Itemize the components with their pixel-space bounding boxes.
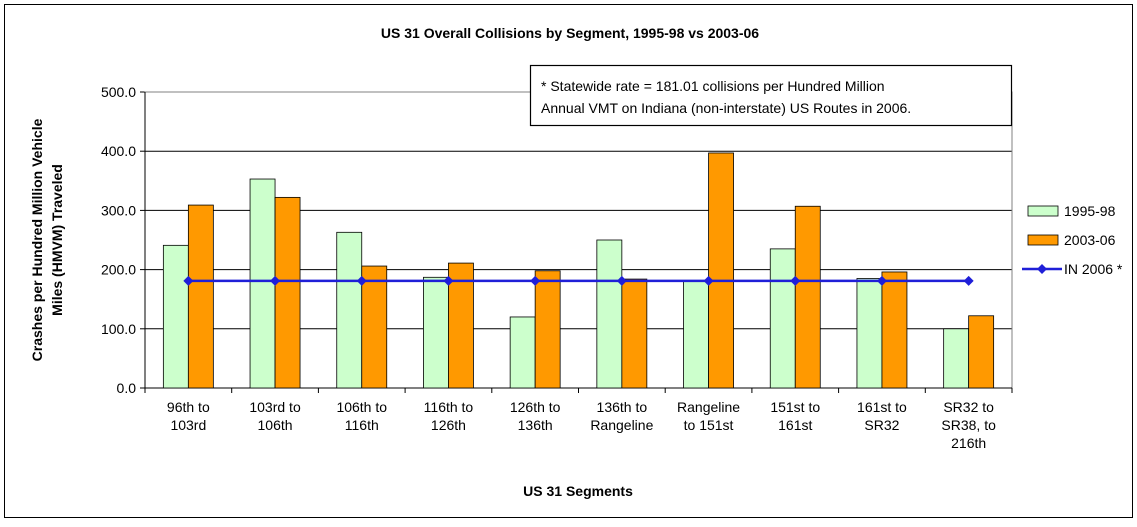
annotation-text: * Statewide rate = 181.01 collisions per… [541,78,885,94]
y-tick-label: 200.0 [101,262,136,278]
bar [448,262,474,389]
x-axis-label: US 31 Segments [523,483,633,499]
bar [683,281,709,389]
y-tick-label: 100.0 [101,321,136,337]
bar [361,265,388,389]
marker [703,275,714,286]
x-tick-label: 136th [518,417,553,433]
bar [856,278,883,389]
x-tick-label: to 151st [684,417,734,433]
marker [443,275,454,286]
bar [162,244,189,389]
x-tick-label: SR38, to [941,417,996,433]
marker [963,275,974,286]
x-tick-label: 116th to [424,399,474,415]
x-tick-label: 136th to [597,399,648,415]
marker [876,275,887,286]
bar [534,270,561,389]
x-tick-label: 216th [951,435,986,451]
x-tick-label: 103rd to [249,399,301,415]
annotation-text: Annual VMT on Indiana (non-interstate) U… [541,100,911,116]
bar [621,278,648,389]
legend-label: 1995-98 [1064,203,1116,219]
x-tick-label: 106th [258,417,293,433]
bar [968,315,995,389]
bar [187,204,214,389]
x-tick-label: 126th [431,417,466,433]
bar [596,239,623,389]
legend-marker [1037,264,1047,274]
x-tick-label: Rangeline [677,399,740,415]
marker [616,275,627,286]
x-tick-label: 96th to [167,399,210,415]
x-tick-label: 103rd [170,417,206,433]
y-tick-label: 500.0 [101,84,136,100]
x-tick-label: 106th to [336,399,387,415]
legend-label: 2003-06 [1064,232,1116,248]
y-axis-label: Crashes per Hundred Million Vehicle Miles… [29,118,65,361]
chart-title: US 31 Overall Collisions by Segment, 199… [381,25,759,41]
x-tick-label: SR32 to [943,399,994,415]
x-tick-label: Rangeline [590,417,653,433]
bar [708,152,734,389]
bar [794,205,821,389]
x-tick-label: 116th [345,417,379,433]
marker [183,275,194,286]
x-tick-label: 151st to [770,399,820,415]
bar [769,248,796,389]
y-tick-label: 400.0 [101,143,136,159]
marker [356,275,367,286]
legend-label: IN 2006 * [1064,261,1123,277]
y-tick-label: 0.0 [117,380,137,396]
x-tick-label: 161st [778,417,812,433]
legend-swatch [1027,205,1059,217]
x-tick-label: SR32 [864,417,899,433]
bar [336,231,363,389]
y-axis-label-line: Miles (HMVM) Traveled [49,164,65,316]
x-tick-label: 161st to [857,399,907,415]
y-axis-label-line: Crashes per Hundred Million Vehicle [29,118,45,361]
bar [249,178,276,389]
bar [509,316,536,389]
bar [943,328,970,389]
legend-swatch [1027,234,1059,246]
bar [274,196,301,389]
y-tick-label: 300.0 [101,202,136,218]
annotation-box [529,64,1013,127]
bar [423,276,449,389]
x-tick-label: 126th to [510,399,561,415]
marker [270,275,281,286]
marker [790,275,801,286]
marker [530,275,541,286]
bar [881,271,908,389]
